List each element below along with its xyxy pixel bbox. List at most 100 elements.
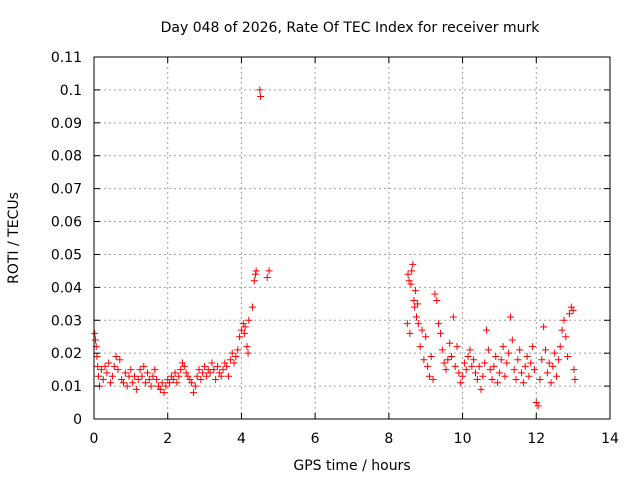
data-point [180,362,188,370]
tick-labels: 0 2 4 6 8 10 12 14 0 0.01 0.02 0.03 0.04 0.05 0.06 0.07… [51,50,619,447]
data-point [245,316,253,324]
data-point [495,369,503,377]
data-point [413,313,420,321]
data-point [173,379,181,387]
data-point [427,352,435,360]
data-point [199,369,207,377]
x-tick-label: 2 [163,431,172,447]
data-point [226,356,234,364]
data-point [156,385,164,393]
data-point [503,359,511,367]
data-point [140,362,148,370]
data-point [516,346,524,354]
data-point [442,366,450,374]
data-point [409,260,417,268]
y-tick-label: 0.03 [51,313,82,329]
data-point [429,376,437,384]
data-point [151,366,159,374]
data-point [536,376,544,384]
data-point [162,382,170,390]
data-points [91,86,579,410]
data-point [464,352,472,360]
data-point [510,366,518,374]
data-point [177,366,185,374]
data-point [403,320,411,328]
data-point [178,359,186,367]
data-point [91,336,99,344]
data-point [225,372,233,380]
data-point [190,389,198,397]
data-point [230,359,238,367]
data-point [197,376,205,384]
data-point [136,366,144,374]
data-point [459,372,467,380]
data-point [191,382,199,390]
data-point [244,349,252,357]
data-point [118,376,126,384]
data-point [131,372,139,380]
data-point [508,336,516,344]
data-point [435,320,443,328]
x-tick-label: 4 [237,431,246,447]
data-point [404,270,412,278]
data-point [127,366,135,374]
data-point [453,343,461,351]
data-point [210,366,218,374]
data-point [221,359,229,367]
data-point [468,362,476,370]
data-point [145,376,153,384]
data-point [457,379,465,387]
data-point [505,349,513,357]
y-tick-label: 0.04 [51,280,82,296]
data-point [448,352,456,360]
data-point [471,369,479,377]
data-point [497,356,505,364]
data-point [195,366,203,374]
data-point [534,402,542,410]
data-point [208,359,216,367]
data-point [149,372,157,380]
data-point [538,356,546,364]
data-point [116,356,124,364]
data-point [263,273,271,281]
data-point [257,92,265,100]
data-point [542,346,549,354]
data-point [553,372,561,380]
x-tick-label: 10 [454,431,472,447]
data-point [94,362,102,370]
data-point [512,376,520,384]
data-point [418,326,426,334]
data-point [241,323,249,331]
data-point [213,362,221,370]
data-point [215,369,223,377]
data-point [239,320,247,328]
data-point [406,329,414,337]
data-point [492,352,500,360]
data-point [425,372,433,380]
data-point [567,303,575,311]
data-point [410,297,418,305]
data-point [466,346,474,354]
y-tick-label: 0.11 [51,50,82,66]
data-point [175,372,183,380]
data-point [188,379,196,387]
data-point [436,329,444,337]
data-point [431,290,439,298]
data-point [97,366,105,374]
grid-lines [94,57,610,419]
data-point [440,359,448,367]
y-tick-label: 0.01 [51,379,82,395]
data-point [184,372,192,380]
y-tick-label: 0.05 [51,247,82,263]
data-point [475,362,483,370]
data-point [248,303,256,311]
data-point [223,362,231,370]
data-point [414,320,422,328]
data-point [110,362,118,370]
data-point [234,346,242,354]
data-point [479,372,487,380]
data-point [153,376,161,384]
data-point [138,372,146,380]
data-point [519,379,527,387]
data-point [91,329,99,337]
